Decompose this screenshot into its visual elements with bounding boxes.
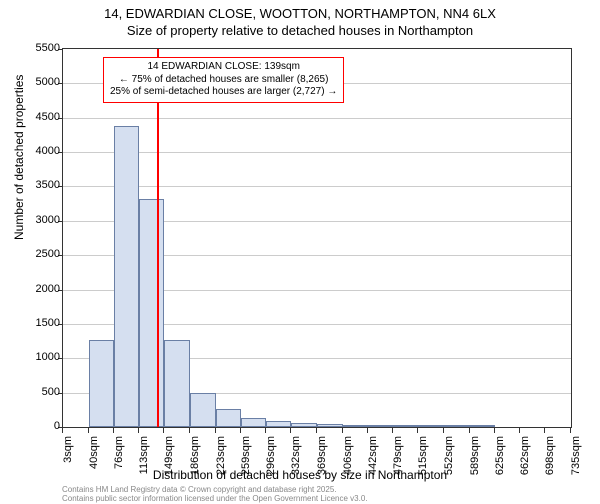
x-axis-label: Distribution of detached houses by size … bbox=[0, 468, 600, 482]
histogram-bar bbox=[139, 199, 164, 427]
footer-line-1: Contains HM Land Registry data © Crown c… bbox=[62, 485, 337, 494]
histogram-bar bbox=[343, 425, 368, 427]
x-tick-mark bbox=[469, 428, 470, 433]
gridline bbox=[63, 118, 571, 119]
chart-title: 14, EDWARDIAN CLOSE, WOOTTON, NORTHAMPTO… bbox=[0, 0, 600, 40]
histogram-bar bbox=[418, 425, 444, 427]
y-tick-label: 4000 bbox=[26, 145, 60, 157]
x-tick-mark bbox=[163, 428, 164, 433]
title-line-2: Size of property relative to detached ho… bbox=[127, 23, 473, 38]
x-tick-mark bbox=[265, 428, 266, 433]
x-tick-mark bbox=[240, 428, 241, 433]
y-tick-label: 3500 bbox=[26, 179, 60, 191]
y-tick-label: 2000 bbox=[26, 283, 60, 295]
x-tick-mark bbox=[88, 428, 89, 433]
annotation-line: 14 EDWARDIAN CLOSE: 139sqm bbox=[110, 61, 337, 74]
x-tick-mark bbox=[570, 428, 571, 433]
y-tick-label: 0 bbox=[26, 420, 60, 432]
x-tick-mark bbox=[519, 428, 520, 433]
annotation-box: 14 EDWARDIAN CLOSE: 139sqm← 75% of detac… bbox=[103, 57, 344, 103]
histogram-bar bbox=[241, 418, 267, 427]
histogram-bar bbox=[216, 409, 241, 427]
indicator-line bbox=[157, 49, 159, 427]
x-tick-mark bbox=[138, 428, 139, 433]
y-tick-label: 1000 bbox=[26, 351, 60, 363]
title-line-1: 14, EDWARDIAN CLOSE, WOOTTON, NORTHAMPTO… bbox=[104, 6, 496, 21]
histogram-bar bbox=[291, 423, 317, 427]
x-tick-mark bbox=[443, 428, 444, 433]
y-tick-label: 5500 bbox=[26, 42, 60, 54]
histogram-bar bbox=[89, 340, 114, 427]
x-tick-mark bbox=[544, 428, 545, 433]
histogram-bar bbox=[317, 424, 343, 427]
y-tick-label: 500 bbox=[26, 386, 60, 398]
x-tick-mark bbox=[392, 428, 393, 433]
footer-attribution: Contains HM Land Registry data © Crown c… bbox=[62, 486, 368, 504]
y-tick-label: 4500 bbox=[26, 111, 60, 123]
histogram-bar bbox=[470, 425, 495, 427]
y-tick-label: 2500 bbox=[26, 248, 60, 260]
annotation-line: ← 75% of detached houses are smaller (8,… bbox=[110, 74, 337, 87]
x-tick-mark bbox=[342, 428, 343, 433]
plot-area: 14 EDWARDIAN CLOSE: 139sqm← 75% of detac… bbox=[62, 48, 572, 428]
chart-container: 14, EDWARDIAN CLOSE, WOOTTON, NORTHAMPTO… bbox=[0, 0, 600, 500]
y-tick-label: 5000 bbox=[26, 76, 60, 88]
histogram-bar bbox=[368, 425, 394, 427]
x-tick-mark bbox=[62, 428, 63, 433]
histogram-bar bbox=[164, 340, 190, 427]
histogram-bar bbox=[114, 126, 140, 427]
y-tick-label: 3000 bbox=[26, 214, 60, 226]
x-tick-mark bbox=[316, 428, 317, 433]
histogram-bar bbox=[266, 421, 291, 427]
x-tick-mark bbox=[215, 428, 216, 433]
x-tick-mark bbox=[290, 428, 291, 433]
y-tick-label: 1500 bbox=[26, 317, 60, 329]
y-axis-label: Number of detached properties bbox=[12, 75, 26, 240]
x-tick-mark bbox=[494, 428, 495, 433]
histogram-bar bbox=[444, 425, 470, 427]
x-tick-mark bbox=[367, 428, 368, 433]
x-tick-mark bbox=[113, 428, 114, 433]
histogram-bar bbox=[190, 393, 216, 427]
annotation-line: 25% of semi-detached houses are larger (… bbox=[110, 86, 337, 99]
footer-line-2: Contains public sector information licen… bbox=[62, 494, 368, 503]
histogram-bar bbox=[393, 425, 418, 427]
x-tick-mark bbox=[189, 428, 190, 433]
x-tick-mark bbox=[417, 428, 418, 433]
